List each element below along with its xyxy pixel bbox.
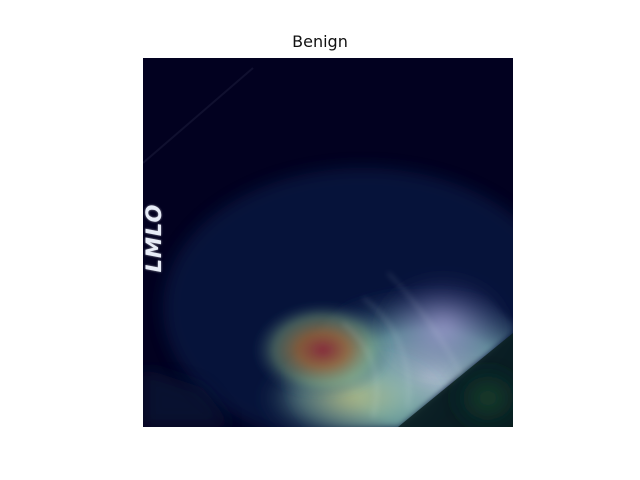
view-marker-label: LMLO	[142, 203, 166, 273]
mammogram-heatmap-image	[143, 58, 513, 427]
heatmap-overlay	[143, 58, 513, 427]
figure-title: Benign	[292, 32, 348, 51]
